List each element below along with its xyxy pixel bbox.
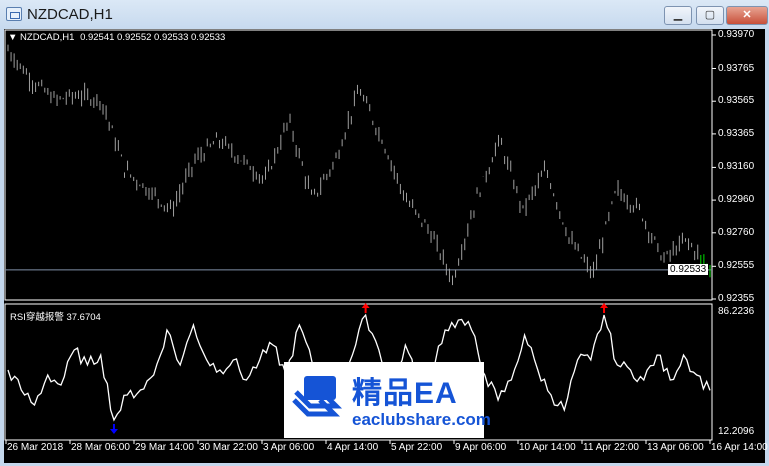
time-tick-label: 30 Mar 22:00 <box>199 442 258 453</box>
watermark-url: eaclubshare.com <box>352 410 491 429</box>
price-chart[interactable] <box>4 29 765 463</box>
time-tick-label: 3 Apr 06:00 <box>263 442 315 453</box>
price-panel-border <box>4 29 713 301</box>
price-tick-label: 0.92960 <box>718 194 755 206</box>
signal-up-arrow-icon <box>600 303 609 314</box>
book-stack-logo-icon <box>292 376 343 417</box>
signal-up-arrow-icon <box>361 303 370 314</box>
price-tick-label: 0.92355 <box>718 293 755 304</box>
price-tick-label: 0.92555 <box>718 260 755 272</box>
rsi-line <box>7 313 711 422</box>
price-tick-label: 0.93160 <box>718 161 755 173</box>
time-tick-label: 11 Apr 22:00 <box>583 442 639 453</box>
price-tick-label: 0.93365 <box>718 127 755 139</box>
watermark-name: 精品EA <box>352 377 458 410</box>
rsi-panel-border <box>4 303 713 441</box>
time-tick-label: 29 Mar 14:00 <box>135 442 194 453</box>
ohlc-values: 0.92541 0.92552 0.92533 0.92533 <box>80 32 226 43</box>
price-tick-label: 0.92760 <box>718 226 755 238</box>
title-bar: NZDCAD,H1 ▁ ▢ ✕ <box>0 0 769 30</box>
time-tick-label: 10 Apr 14:00 <box>519 442 576 453</box>
minimize-button[interactable]: ▁ <box>664 6 692 25</box>
time-tick-label: 9 Apr 06:00 <box>455 442 507 453</box>
window-title: NZDCAD,H1 <box>27 6 113 23</box>
time-tick-label: 26 Mar 2018 <box>7 442 64 453</box>
rsi-min-label: 12.2096 <box>718 426 755 437</box>
price-tick-label: 0.93565 <box>718 95 755 107</box>
dropdown-triangle-icon[interactable]: ▼ <box>8 32 18 43</box>
symbol-label: NZDCAD,H1 <box>20 32 75 43</box>
rsi-label: RSI穿越报警 37.6704 <box>10 312 101 323</box>
time-tick-label: 28 Mar 06:00 <box>71 442 130 453</box>
price-tick-label: 0.93765 <box>718 62 755 74</box>
watermark: 精品EA eaclubshare.com <box>284 362 491 438</box>
time-tick-label: 4 Apr 14:00 <box>327 442 379 453</box>
price-tick-label: 0.93970 <box>718 29 755 40</box>
time-tick-label: 13 Apr 06:00 <box>647 442 704 453</box>
rsi-max-label: 86.2236 <box>718 306 755 317</box>
signal-down-arrow-icon <box>109 423 118 434</box>
time-tick-label: 5 Apr 22:00 <box>391 442 443 453</box>
maximize-button[interactable]: ▢ <box>696 6 724 25</box>
current-price-label: 0.92533 <box>668 264 709 275</box>
chart-window-icon <box>6 7 22 21</box>
time-tick-label: 16 Apr 14:00 <box>711 442 768 453</box>
close-button[interactable]: ✕ <box>726 6 768 25</box>
chart-header: ▼ NZDCAD,H1 0.92541 0.92552 0.92533 0.92… <box>8 32 225 43</box>
